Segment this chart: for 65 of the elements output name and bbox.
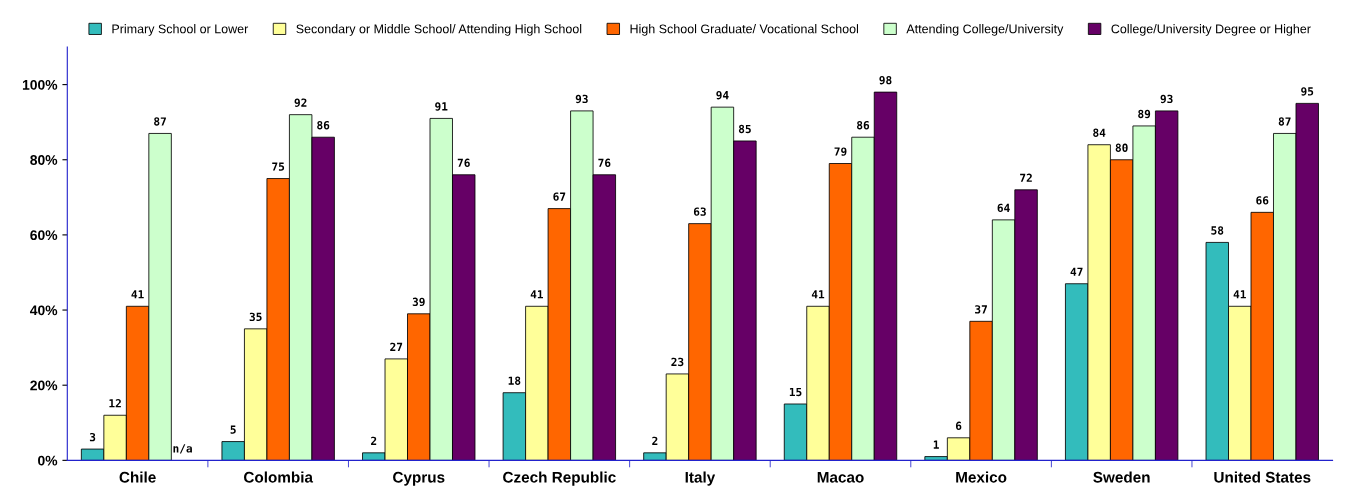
data-label: 92 [294,98,307,107]
data-label: 89 [1138,109,1151,119]
legend-label: Secondary or Middle School/ Attending High School [296,24,582,36]
data-label: 5 [230,425,236,434]
x-tick-label: Czech Republic [503,471,616,486]
y-tick-label: 20% [30,380,58,391]
legend-label: Primary School or Lower [112,24,249,36]
data-label: 67 [553,192,566,201]
data-label: 76 [598,158,611,167]
data-label: 86 [317,121,330,130]
data-label: 66 [1256,196,1269,205]
data-label: 85 [738,124,751,134]
data-label: 15 [789,387,802,397]
x-tick-label: Macao [817,472,864,483]
y-tick-label: 0% [38,455,58,466]
data-label: 86 [857,121,870,130]
x-tick-label: Mexico [956,471,1007,483]
data-label: 1 [933,440,939,449]
data-label: 23 [671,357,684,367]
data-label: 6 [955,421,962,431]
x-tick-label: Cyprus [393,471,445,486]
data-label: 98 [879,75,892,85]
data-label: 18 [508,376,521,385]
data-label: 35 [249,312,262,322]
y-tick-label: 80% [30,155,58,165]
y-tick-label: 100% [22,79,58,90]
legend-label: High School Graduate/ Vocational School [630,24,859,36]
data-label: 12 [109,399,121,408]
data-label: 41 [530,290,543,299]
data-label: 58 [1211,226,1224,235]
data-label: 41 [131,290,144,299]
data-label: 72 [1020,173,1032,182]
data-label: 2 [371,436,377,445]
data-label: 39 [412,297,425,307]
data-label: 75 [272,162,285,171]
data-label: 87 [154,117,166,126]
data-label: 41 [811,290,825,299]
data-label: 37 [975,305,987,314]
data-label: 80 [1115,143,1128,152]
x-tick-label: Colombia [244,471,314,483]
data-label: 64 [997,203,1010,213]
data-label: 93 [1160,94,1173,104]
data-label: 93 [575,94,588,104]
legend-label: College/University Degree or Higher [1111,24,1311,36]
data-label: 79 [834,147,847,156]
x-tick-label: Sweden [1093,471,1150,483]
data-label: 95 [1301,87,1314,96]
x-tick-label: Italy [685,471,716,486]
text: n/a [173,444,192,454]
y-tick-label: 60% [30,230,58,241]
x-tick-label: United States [1214,471,1311,483]
data-label: 47 [1070,267,1083,276]
data-label: 84 [1093,128,1106,137]
data-label: 76 [457,158,470,167]
data-label: 63 [693,207,706,216]
data-label: 87 [1278,117,1291,126]
data-label: 2 [652,436,658,445]
x-tick-label: Chile [119,471,156,483]
data-label: 41 [1233,290,1246,299]
data-label: 94 [716,91,729,100]
data-label: 91 [435,102,448,111]
data-label: 3 [89,432,96,442]
y-tick-label: 40% [29,305,58,316]
legend-label: Attending College/University [906,24,1064,36]
data-label: 27 [390,342,403,351]
